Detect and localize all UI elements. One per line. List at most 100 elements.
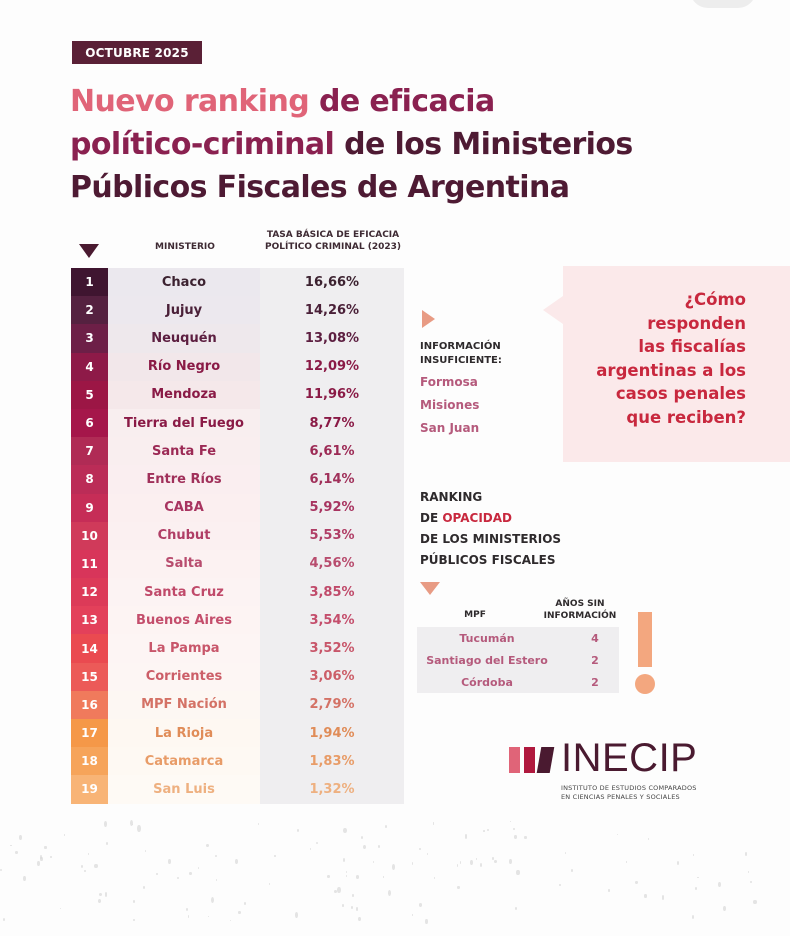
speck bbox=[494, 859, 498, 864]
rate-value: 1,83% bbox=[260, 747, 404, 776]
title-highlight: Nuevo ranking bbox=[70, 84, 310, 119]
speck bbox=[357, 916, 361, 922]
table-row: Santiago del Estero 2 bbox=[417, 649, 619, 671]
rank-number: 1 bbox=[71, 268, 108, 297]
speck bbox=[345, 874, 347, 877]
rank-number: 16 bbox=[71, 690, 108, 719]
speck bbox=[516, 869, 520, 876]
speck bbox=[296, 829, 299, 832]
speck bbox=[432, 822, 435, 825]
speck bbox=[745, 852, 748, 856]
table-row: Córdoba 2 bbox=[417, 671, 619, 693]
callout-line: casos penales bbox=[615, 384, 746, 403]
speck bbox=[15, 850, 18, 854]
speck bbox=[39, 855, 42, 859]
ministry-name: Chaco bbox=[108, 268, 260, 297]
label-line: INSUFICIENTE: bbox=[420, 355, 502, 366]
title-line: RANKING bbox=[420, 490, 483, 504]
subtitle-line: EN CIENCIAS PENALES Y SOCIALES bbox=[561, 793, 680, 801]
years-value: 2 bbox=[591, 675, 599, 689]
speck bbox=[360, 835, 364, 839]
table-row: 9 CABA 5,92% bbox=[71, 493, 404, 522]
speck bbox=[315, 842, 318, 845]
table-row: 15 Corrientes 3,06% bbox=[71, 662, 404, 691]
speck bbox=[334, 890, 338, 894]
speck bbox=[337, 887, 341, 894]
speck bbox=[106, 842, 109, 845]
rate-value: 5,92% bbox=[260, 493, 404, 522]
subtitle-line: INSTITUTO DE ESTUDIOS COMPARADOS bbox=[561, 784, 697, 792]
speck bbox=[189, 872, 192, 876]
speck bbox=[63, 834, 66, 837]
speck bbox=[697, 876, 699, 879]
speck bbox=[345, 870, 347, 873]
speck bbox=[635, 881, 638, 884]
speck bbox=[750, 880, 752, 884]
ministry-name: Jujuy bbox=[108, 296, 260, 325]
rate-value: 3,85% bbox=[260, 578, 404, 607]
speck bbox=[238, 910, 241, 915]
speck bbox=[132, 918, 135, 922]
insufficient-info-list: Formosa Misiones San Juan bbox=[420, 375, 479, 444]
callout-line: responden bbox=[647, 313, 746, 333]
speck bbox=[94, 864, 98, 869]
ministry-name: Chubut bbox=[108, 521, 260, 550]
speck bbox=[145, 850, 147, 853]
speck bbox=[132, 899, 136, 904]
title-line: DE OPACIDAD bbox=[420, 508, 561, 529]
ministry-name: La Rioja bbox=[108, 719, 260, 748]
speck bbox=[362, 845, 366, 849]
speck bbox=[425, 918, 428, 924]
rate-value: 3,06% bbox=[260, 662, 404, 691]
speck bbox=[411, 914, 414, 916]
speck bbox=[388, 890, 392, 896]
ministry-name: San Luis bbox=[108, 775, 260, 804]
logo-subtitle: INSTITUTO DE ESTUDIOS COMPARADOS EN CIEN… bbox=[561, 784, 697, 802]
column-header-years: AÑOS SIN INFORMACIÓN bbox=[540, 598, 620, 622]
speck bbox=[104, 821, 108, 827]
mpf-name: Santiago del Estero bbox=[426, 653, 548, 667]
rank-number: 6 bbox=[71, 408, 108, 438]
speck bbox=[470, 860, 474, 865]
speck bbox=[350, 906, 354, 909]
speck bbox=[508, 859, 512, 865]
opacity-table: Tucumán 4 Santiago del Estero 2 Córdoba … bbox=[417, 627, 619, 693]
speck bbox=[243, 901, 246, 905]
speck bbox=[208, 915, 210, 918]
speck bbox=[378, 845, 381, 849]
logo-bars-icon bbox=[509, 747, 557, 775]
question-callout: ¿Cómo responden las fiscalías argentinas… bbox=[563, 266, 790, 462]
table-row: 18 Catamarca 1,83% bbox=[71, 747, 404, 776]
speck bbox=[176, 876, 180, 880]
speck bbox=[187, 914, 190, 918]
table-row: 19 San Luis 1,32% bbox=[71, 775, 404, 804]
list-item: Formosa bbox=[420, 375, 478, 389]
speck bbox=[2, 917, 6, 922]
table-row: Tucumán 4 bbox=[417, 627, 619, 649]
list-item: Misiones bbox=[420, 398, 480, 412]
speck bbox=[722, 906, 726, 911]
exclamation-bar bbox=[638, 612, 652, 667]
ranking-table: 1 Chaco 16,66% 2 Jujuy 14,26% 3 Neuquén 13,08% 4 R… bbox=[71, 268, 404, 804]
column-header-rate: TASA BÁSICA DE EFICACIA POLÍTICO CRIMINA… bbox=[258, 229, 408, 253]
speck bbox=[215, 878, 217, 881]
speck bbox=[269, 883, 271, 885]
speck bbox=[475, 858, 478, 860]
speck bbox=[692, 854, 695, 857]
rate-value: 6,61% bbox=[260, 437, 404, 466]
inecip-logo: INECIP INSTITUTO DE ESTUDIOS COMPARADOS … bbox=[509, 736, 729, 812]
rate-value: 6,14% bbox=[260, 465, 404, 494]
speck bbox=[647, 837, 650, 841]
mpf-name: Córdoba bbox=[461, 675, 513, 689]
speck bbox=[37, 861, 40, 866]
table-row: 10 Chubut 5,53% bbox=[71, 521, 404, 550]
speck bbox=[456, 864, 459, 867]
callout-line: ¿Cómo bbox=[684, 290, 746, 309]
title-part: de los Ministerios bbox=[334, 127, 633, 162]
speck bbox=[327, 875, 330, 879]
rate-value: 14,26% bbox=[260, 296, 404, 325]
mpf-name: Tucumán bbox=[459, 631, 515, 645]
ministry-name: Catamarca bbox=[108, 747, 260, 776]
rate-value: 2,79% bbox=[260, 690, 404, 719]
header-line: AÑOS SIN bbox=[555, 599, 605, 609]
